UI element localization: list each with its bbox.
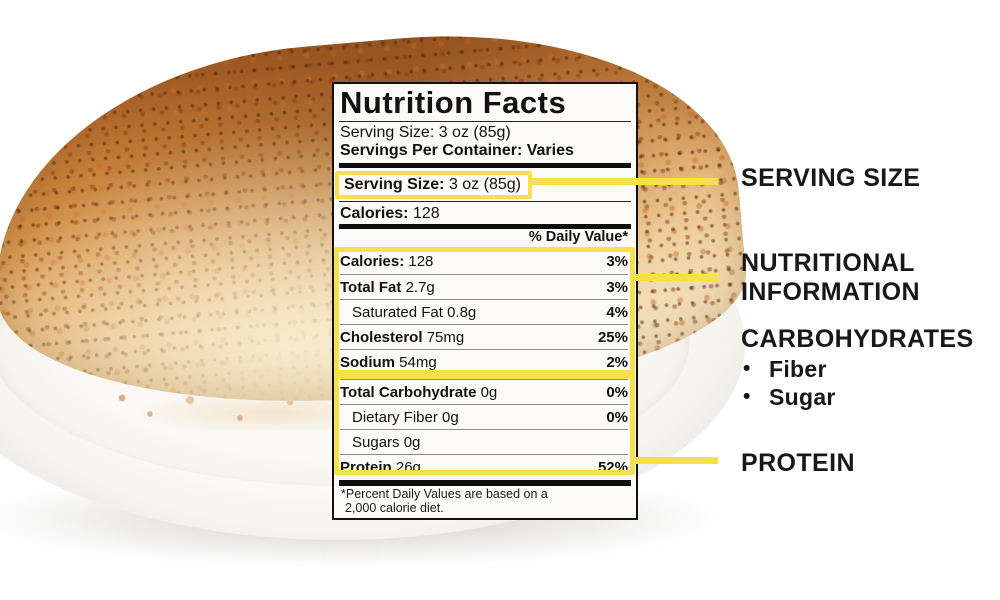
- nutrient-row-cholesterol: Cholesterol 75mg 25%: [340, 324, 628, 349]
- calories-value: 128: [412, 205, 440, 222]
- servings-per-container-line: Servings Per Container: Varies: [340, 142, 574, 159]
- highlighted-serving-row: Serving Size: 3 oz (85g): [344, 176, 521, 194]
- nutrient-row-dietary-fiber: Dietary Fiber 0g 0%: [340, 404, 628, 429]
- divider: [339, 201, 631, 202]
- calories-name: Calories:: [340, 205, 409, 222]
- carb-bullet-sugar: • Sugar: [743, 383, 836, 411]
- nutrition-facts-label: Nutrition Facts Serving Size: 3 oz (85g)…: [332, 82, 638, 520]
- highlighted-serving-name: Serving Size:: [344, 176, 445, 193]
- annotation-protein: PROTEIN: [741, 449, 855, 477]
- calories-row: Calories: 128: [340, 205, 440, 223]
- bullet-icon: •: [743, 385, 751, 408]
- annotation-nutritional-information: NUTRITIONAL INFORMATION: [741, 249, 920, 306]
- thick-bar: [339, 163, 631, 168]
- carb-bullet-label: Sugar: [769, 383, 836, 410]
- annotation-carbohydrates: CARBOHYDRATES: [741, 325, 974, 353]
- label-title: Nutrition Facts: [340, 85, 567, 120]
- nutrient-rows: Calories: 128 3% Total Fat 2.7g 3% Satur…: [340, 249, 628, 479]
- nutrient-row-sugars: Sugars 0g: [340, 429, 628, 454]
- carb-bullet-label: Fiber: [769, 355, 827, 382]
- nutrient-row-saturated-fat: Saturated Fat 0.8g 4%: [340, 299, 628, 324]
- annotation-serving-size: SERVING SIZE: [741, 164, 921, 192]
- carbohydrate-bullet-list: • Fiber • Sugar: [743, 355, 836, 411]
- thick-bar: [339, 480, 631, 486]
- highlight-box-nutritional-info: [334, 247, 635, 375]
- nutrient-row-total-fat: Total Fat 2.7g 3%: [340, 274, 628, 299]
- connector-line-nutritional-info: [633, 274, 718, 281]
- serving-size-line: Serving Size: 3 oz (85g): [340, 124, 511, 141]
- highlighted-serving-value: 3 oz (85g): [448, 176, 521, 193]
- thick-bar: [339, 224, 631, 229]
- connector-line-protein: [633, 457, 718, 464]
- daily-value-header: % Daily Value*: [528, 229, 628, 245]
- connector-line-serving-size: [529, 178, 718, 185]
- highlight-box-serving-size: [335, 171, 532, 199]
- highlight-box-carbohydrates-protein: [334, 374, 635, 475]
- bullet-icon: •: [743, 357, 751, 380]
- nutrient-row-total-carbohydrate: Total Carbohydrate 0g 0%: [340, 379, 628, 404]
- nutrient-row-sodium: Sodium 54mg 2%: [340, 349, 628, 374]
- divider: [339, 121, 631, 122]
- carb-bullet-fiber: • Fiber: [743, 355, 836, 383]
- footnote: *Percent Daily Values are based on a 2,0…: [341, 487, 548, 515]
- nutrient-row-calories: Calories: 128 3%: [340, 253, 628, 270]
